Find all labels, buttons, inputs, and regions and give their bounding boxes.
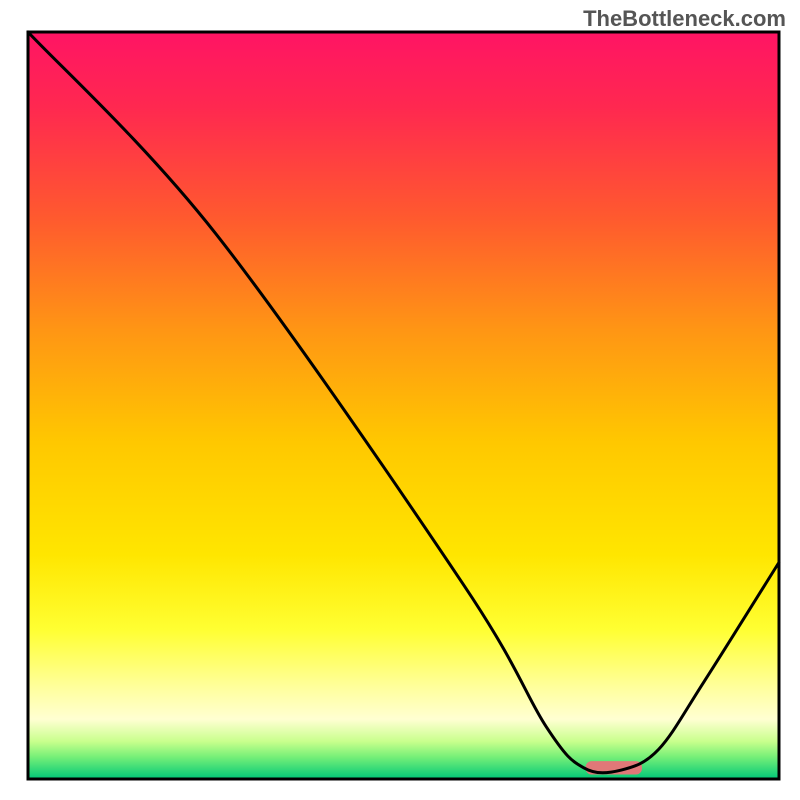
chart-container: TheBottleneck.com — [0, 0, 800, 800]
plot-background — [28, 32, 779, 779]
watermark-text: TheBottleneck.com — [583, 6, 786, 32]
bottleneck-chart — [0, 0, 800, 800]
